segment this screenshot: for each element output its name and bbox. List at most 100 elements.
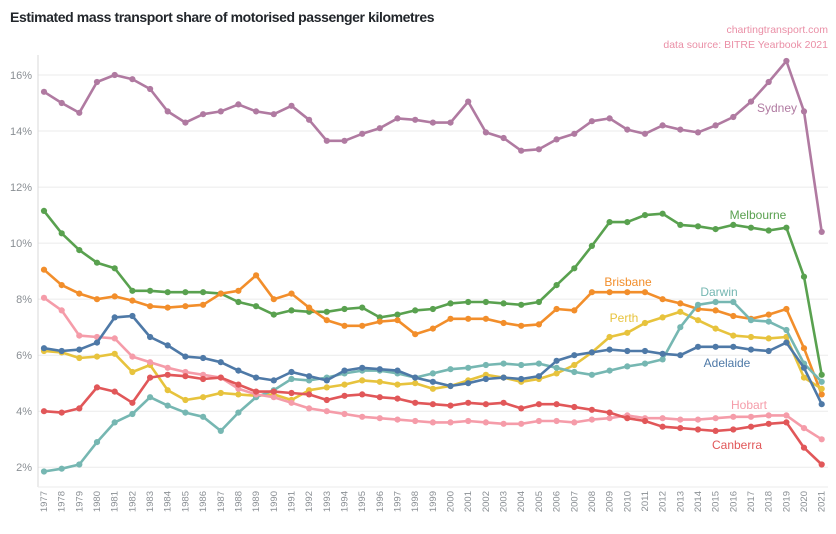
point-darwin-1985[interactable]: [182, 409, 189, 416]
point-canberra-2019[interactable]: [783, 419, 790, 426]
point-canberra-2008[interactable]: [588, 406, 596, 413]
point-hobart-1984[interactable]: [164, 364, 171, 371]
point-darwin-1984[interactable]: [164, 402, 171, 409]
point-canberra-2014[interactable]: [694, 426, 702, 433]
point-darwin-1986[interactable]: [200, 413, 207, 420]
point-hobart-1993[interactable]: [323, 408, 330, 415]
point-melbourne-1997[interactable]: [394, 311, 401, 318]
point-brisbane-1987[interactable]: [217, 290, 224, 297]
point-perth-1981[interactable]: [111, 350, 118, 357]
point-canberra-2018[interactable]: [765, 420, 772, 427]
point-perth-1994[interactable]: [341, 381, 348, 388]
point-brisbane-1980[interactable]: [93, 296, 101, 303]
point-darwin-2007[interactable]: [571, 368, 578, 376]
point-brisbane-2018[interactable]: [765, 311, 772, 318]
point-perth-2009[interactable]: [606, 333, 613, 341]
point-hobart-1998[interactable]: [412, 417, 419, 425]
point-darwin-1982[interactable]: [129, 410, 136, 418]
point-sydney-1977[interactable]: [40, 88, 48, 95]
point-sydney-2011[interactable]: [641, 130, 649, 137]
point-perth-2006[interactable]: [553, 370, 560, 377]
point-darwin-2005[interactable]: [535, 360, 543, 367]
point-hobart-1983[interactable]: [147, 359, 154, 366]
point-hobart-2021[interactable]: [818, 436, 825, 443]
point-darwin-2003[interactable]: [500, 360, 507, 367]
point-brisbane-2001[interactable]: [465, 315, 472, 322]
point-adelaide-2020[interactable]: [800, 364, 808, 371]
point-adelaide-1984[interactable]: [164, 342, 171, 349]
point-melbourne-2005[interactable]: [535, 298, 543, 306]
point-brisbane-1985[interactable]: [182, 303, 189, 310]
point-adelaide-1990[interactable]: [270, 377, 277, 384]
point-melbourne-1983[interactable]: [147, 287, 154, 294]
series-label-brisbane[interactable]: Brisbane: [604, 275, 652, 289]
point-adelaide-1993[interactable]: [323, 377, 330, 384]
point-sydney-1985[interactable]: [182, 119, 189, 126]
point-canberra-2010[interactable]: [624, 415, 631, 422]
point-melbourne-2011[interactable]: [641, 212, 649, 219]
point-sydney-2016[interactable]: [730, 113, 737, 121]
point-adelaide-1986[interactable]: [200, 354, 207, 362]
point-hobart-2002[interactable]: [482, 419, 489, 426]
point-sydney-1979[interactable]: [76, 109, 83, 116]
point-brisbane-1990[interactable]: [270, 296, 277, 303]
point-canberra-2007[interactable]: [571, 403, 578, 411]
point-darwin-2010[interactable]: [624, 363, 631, 370]
point-hobart-2007[interactable]: [571, 419, 578, 426]
point-adelaide-1988[interactable]: [235, 367, 242, 374]
point-brisbane-2007[interactable]: [571, 307, 578, 314]
point-adelaide-1983[interactable]: [147, 333, 154, 341]
point-adelaide-2012[interactable]: [659, 350, 666, 357]
point-darwin-2017[interactable]: [747, 317, 755, 324]
point-sydney-1987[interactable]: [217, 108, 224, 115]
point-sydney-2005[interactable]: [535, 146, 543, 153]
point-brisbane-1993[interactable]: [323, 317, 330, 324]
point-brisbane-2016[interactable]: [730, 312, 737, 320]
point-canberra-2005[interactable]: [535, 401, 543, 408]
point-brisbane-1978[interactable]: [58, 282, 65, 289]
point-adelaide-2004[interactable]: [518, 375, 525, 383]
point-brisbane-2020[interactable]: [800, 345, 808, 352]
point-adelaide-2014[interactable]: [694, 343, 702, 350]
point-canberra-1977[interactable]: [40, 408, 48, 415]
point-melbourne-2001[interactable]: [465, 298, 472, 306]
point-perth-2015[interactable]: [712, 325, 719, 332]
point-sydney-2002[interactable]: [482, 129, 489, 136]
point-darwin-2021[interactable]: [818, 378, 825, 385]
point-sydney-2010[interactable]: [624, 126, 631, 133]
point-canberra-2003[interactable]: [500, 399, 507, 406]
point-perth-1985[interactable]: [182, 396, 189, 404]
point-hobart-2016[interactable]: [730, 413, 737, 420]
series-label-sydney[interactable]: Sydney: [757, 101, 797, 115]
point-darwin-1978[interactable]: [58, 465, 65, 472]
point-melbourne-1985[interactable]: [182, 289, 189, 296]
point-sydney-1996[interactable]: [376, 125, 383, 132]
point-brisbane-2005[interactable]: [535, 321, 543, 328]
point-sydney-2009[interactable]: [606, 115, 613, 122]
point-melbourne-1993[interactable]: [323, 308, 330, 315]
point-darwin-2009[interactable]: [606, 367, 613, 374]
point-brisbane-1997[interactable]: [394, 317, 401, 324]
point-canberra-2012[interactable]: [659, 423, 666, 430]
point-hobart-1982[interactable]: [129, 353, 136, 360]
point-hobart-1995[interactable]: [359, 413, 366, 420]
point-melbourne-2007[interactable]: [571, 265, 578, 272]
point-melbourne-2014[interactable]: [694, 223, 702, 230]
point-brisbane-2004[interactable]: [518, 322, 525, 329]
point-sydney-1978[interactable]: [58, 99, 65, 107]
point-melbourne-1986[interactable]: [200, 289, 207, 296]
point-canberra-1997[interactable]: [394, 395, 401, 402]
point-sydney-1983[interactable]: [147, 85, 154, 93]
point-brisbane-2002[interactable]: [482, 315, 489, 322]
point-canberra-2004[interactable]: [518, 405, 525, 412]
point-brisbane-2015[interactable]: [712, 307, 719, 314]
point-darwin-2019[interactable]: [783, 326, 790, 334]
point-brisbane-1982[interactable]: [129, 297, 136, 304]
point-sydney-1991[interactable]: [288, 102, 295, 109]
point-melbourne-1988[interactable]: [235, 298, 242, 306]
point-adelaide-2008[interactable]: [588, 349, 596, 356]
point-brisbane-1977[interactable]: [40, 266, 48, 273]
point-melbourne-1990[interactable]: [270, 311, 277, 318]
point-brisbane-1988[interactable]: [235, 287, 242, 294]
point-perth-1980[interactable]: [93, 353, 101, 360]
